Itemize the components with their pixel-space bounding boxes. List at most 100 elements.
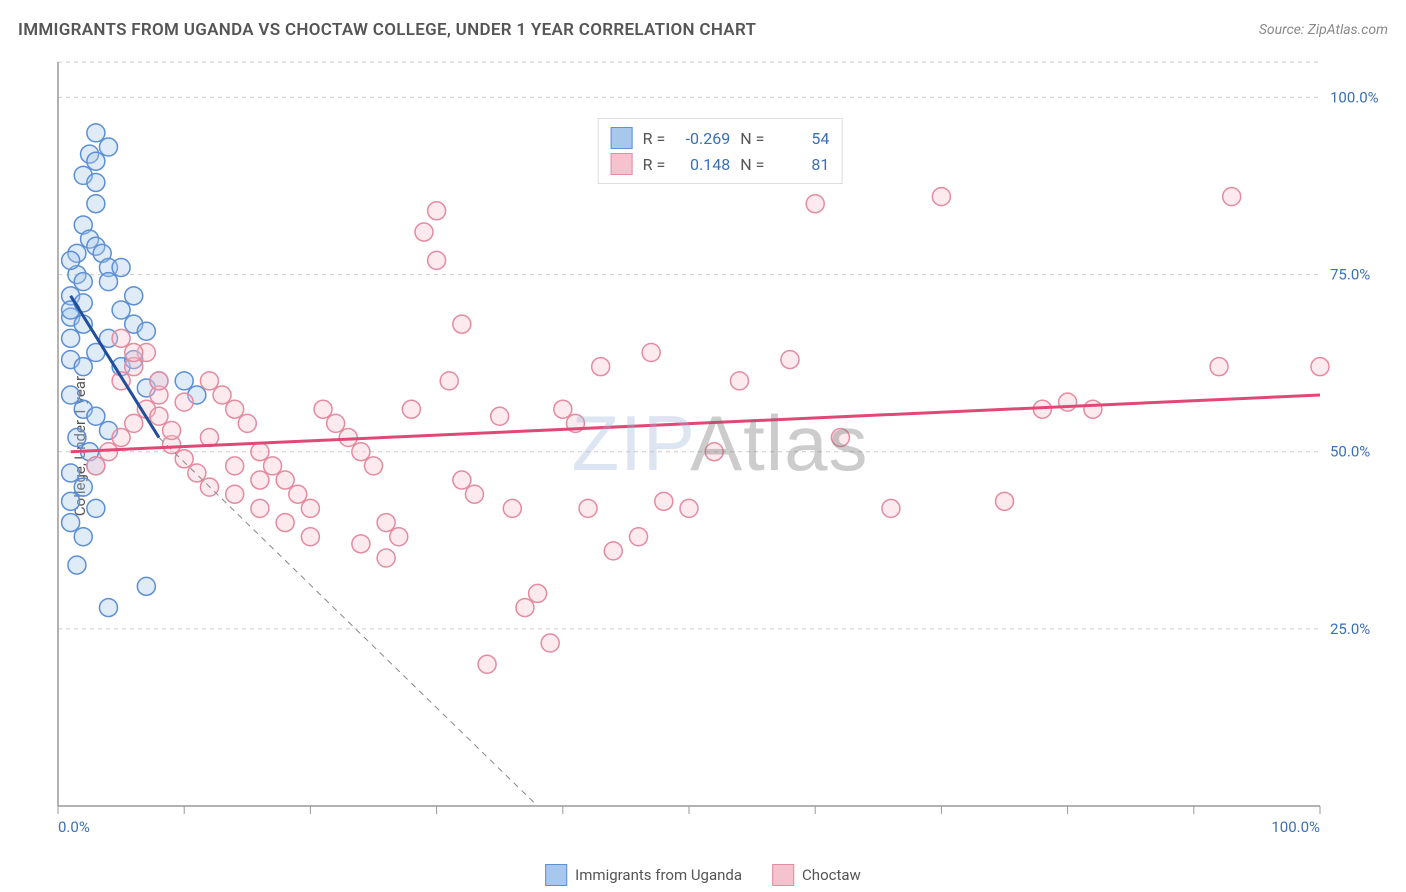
data-point bbox=[579, 499, 597, 517]
bottom-legend-item-1: Immigrants from Uganda bbox=[545, 864, 742, 886]
data-point bbox=[1084, 400, 1102, 418]
data-point bbox=[301, 499, 319, 517]
data-point bbox=[806, 195, 824, 213]
data-point bbox=[453, 471, 471, 489]
data-point bbox=[226, 400, 244, 418]
data-point bbox=[175, 450, 193, 468]
data-point bbox=[87, 152, 105, 170]
legend-r-value-1: -0.269 bbox=[675, 129, 730, 148]
data-point bbox=[74, 273, 92, 291]
data-point bbox=[99, 273, 117, 291]
data-point bbox=[604, 542, 622, 560]
data-point bbox=[478, 655, 496, 673]
title-bar: IMMIGRANTS FROM UGANDA VS CHOCTAW COLLEG… bbox=[18, 20, 1388, 40]
data-point bbox=[150, 372, 168, 390]
legend-row-series1: R = -0.269 N = 54 bbox=[611, 125, 830, 151]
data-point bbox=[314, 400, 332, 418]
data-point bbox=[125, 344, 143, 362]
data-point bbox=[62, 329, 80, 347]
data-point bbox=[112, 258, 130, 276]
data-point bbox=[137, 577, 155, 595]
bottom-swatch-1 bbox=[545, 864, 567, 886]
data-point bbox=[289, 485, 307, 503]
data-point bbox=[200, 372, 218, 390]
data-point bbox=[592, 358, 610, 376]
data-point bbox=[163, 421, 181, 439]
data-point bbox=[62, 492, 80, 510]
data-point bbox=[238, 414, 256, 432]
data-point bbox=[529, 584, 547, 602]
data-point bbox=[87, 457, 105, 475]
bottom-label-1: Immigrants from Uganda bbox=[575, 866, 742, 884]
legend-swatch-series2 bbox=[611, 153, 633, 175]
data-point bbox=[352, 443, 370, 461]
data-point bbox=[264, 457, 282, 475]
data-point bbox=[112, 301, 130, 319]
data-point bbox=[415, 223, 433, 241]
x-tick-label: 100.0% bbox=[1271, 818, 1320, 836]
data-point bbox=[1223, 188, 1241, 206]
legend-row-series2: R = 0.148 N = 81 bbox=[611, 151, 830, 177]
data-point bbox=[213, 386, 231, 404]
legend-n-label-1: N = bbox=[740, 129, 764, 148]
data-point bbox=[440, 372, 458, 390]
data-point bbox=[503, 499, 521, 517]
bottom-legend: Immigrants from Uganda Choctaw bbox=[545, 864, 861, 886]
data-point bbox=[226, 485, 244, 503]
legend-n-label-2: N = bbox=[740, 155, 764, 174]
data-point bbox=[62, 464, 80, 482]
y-tick-label: 25.0% bbox=[1330, 620, 1370, 638]
data-point bbox=[74, 358, 92, 376]
data-point bbox=[251, 443, 269, 461]
data-point bbox=[99, 138, 117, 156]
data-point bbox=[932, 188, 950, 206]
data-point bbox=[87, 195, 105, 213]
data-point bbox=[87, 407, 105, 425]
data-point bbox=[301, 528, 319, 546]
data-point bbox=[74, 478, 92, 496]
data-point bbox=[226, 457, 244, 475]
bottom-swatch-2 bbox=[772, 864, 794, 886]
data-point bbox=[87, 173, 105, 191]
data-point bbox=[68, 556, 86, 574]
data-point bbox=[390, 528, 408, 546]
data-point bbox=[137, 322, 155, 340]
data-point bbox=[87, 499, 105, 517]
y-tick-label: 100.0% bbox=[1330, 88, 1379, 106]
legend-r-label-1: R = bbox=[643, 129, 666, 148]
source-attribution: Source: ZipAtlas.com bbox=[1259, 22, 1388, 38]
data-point bbox=[99, 599, 117, 617]
data-point bbox=[428, 251, 446, 269]
data-point bbox=[175, 393, 193, 411]
data-point bbox=[125, 414, 143, 432]
chart-title: IMMIGRANTS FROM UGANDA VS CHOCTAW COLLEG… bbox=[18, 20, 756, 40]
data-point bbox=[150, 407, 168, 425]
data-point bbox=[251, 471, 269, 489]
data-point bbox=[705, 443, 723, 461]
data-point bbox=[680, 499, 698, 517]
trend-line bbox=[71, 395, 1320, 452]
y-tick-label: 50.0% bbox=[1330, 443, 1370, 461]
data-point bbox=[402, 400, 420, 418]
data-point bbox=[377, 514, 395, 532]
bottom-label-2: Choctaw bbox=[802, 866, 861, 884]
data-point bbox=[74, 528, 92, 546]
data-point bbox=[377, 549, 395, 567]
data-point bbox=[831, 429, 849, 447]
data-point bbox=[996, 492, 1014, 510]
data-point bbox=[428, 202, 446, 220]
data-point bbox=[730, 372, 748, 390]
data-point bbox=[655, 492, 673, 510]
data-point bbox=[1059, 393, 1077, 411]
legend-n-value-2: 81 bbox=[774, 155, 829, 174]
correlation-legend: R = -0.269 N = 54 R = 0.148 N = 81 bbox=[598, 118, 843, 184]
data-point bbox=[642, 344, 660, 362]
y-tick-label: 75.0% bbox=[1330, 266, 1370, 284]
data-point bbox=[251, 499, 269, 517]
legend-swatch-series1 bbox=[611, 127, 633, 149]
data-point bbox=[62, 514, 80, 532]
data-point bbox=[68, 429, 86, 447]
legend-r-value-2: 0.148 bbox=[675, 155, 730, 174]
data-point bbox=[352, 535, 370, 553]
data-point bbox=[491, 407, 509, 425]
